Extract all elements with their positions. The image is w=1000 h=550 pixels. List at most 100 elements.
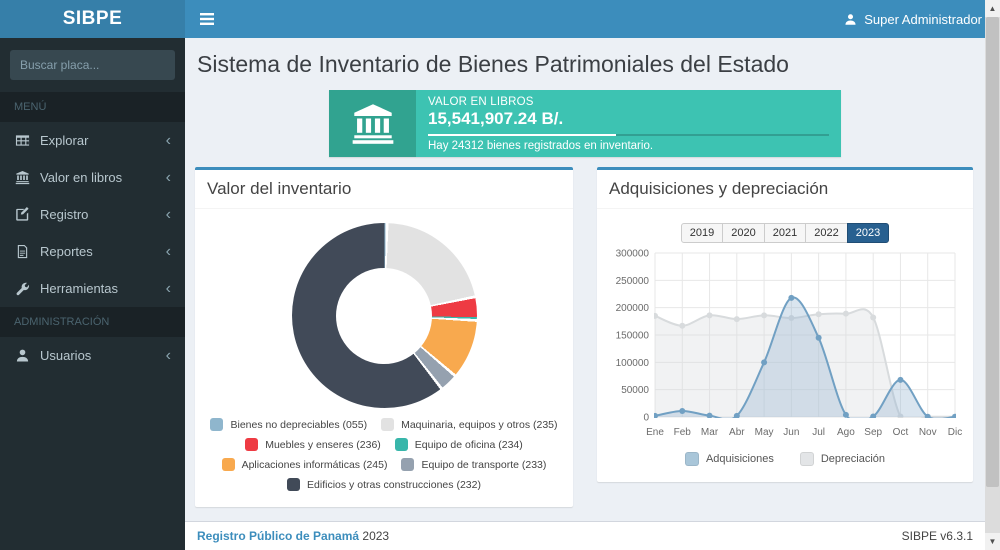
sidebar-item-label: Reportes	[40, 244, 93, 259]
scroll-down-button[interactable]: ▼	[985, 533, 1000, 550]
menu-section-header: MENÚ	[0, 92, 185, 122]
donut-hole	[336, 267, 432, 364]
legend-swatch	[799, 452, 814, 466]
acquisitions-panel-title: Adquisiciones y depreciación	[597, 170, 973, 209]
book-value-info-box: VALOR EN LIBROS 15,541,907.24 B/. Hay 24…	[329, 90, 841, 157]
sidebar-item-valor-en-libros[interactable]: Valor en libros ‹	[0, 159, 185, 196]
donut-legend-item[interactable]: Edificios y otras construcciones (232)	[287, 478, 481, 491]
donut-legend-item[interactable]: Equipo de transporte (233)	[401, 458, 546, 471]
sidebar-item-usuarios[interactable]: Usuarios ‹	[0, 337, 185, 374]
sidebar-toggle-button[interactable]	[185, 0, 229, 38]
inventory-panel-body: Bienes no depreciables (055) Maquinaria, …	[195, 209, 573, 507]
sidebar-item-label: Explorar	[40, 133, 89, 148]
svg-text:300000: 300000	[616, 249, 650, 260]
footer-link[interactable]: Registro Público de Panamá	[197, 529, 360, 543]
scroll-up-button[interactable]: ▲	[985, 0, 1000, 17]
sidebar-item-label: Registro	[40, 207, 89, 222]
bank-icon	[329, 90, 416, 157]
legend-label: Muebles y enseres (236)	[265, 438, 381, 451]
top-bar: SIBPE Super Administrador	[0, 0, 1000, 38]
legend-swatch	[210, 418, 224, 431]
legend-label: Aplicaciones informáticas (245)	[241, 458, 388, 471]
info-box-description: Hay 24312 bienes registrados en inventar…	[428, 140, 654, 152]
donut-legend-item[interactable]: Muebles y enseres (236)	[245, 438, 381, 451]
hamburger-icon	[200, 13, 214, 25]
chevron-left-icon: ‹	[165, 242, 171, 260]
year-button-2019[interactable]: 2019	[680, 223, 724, 243]
sidebar-search-form	[10, 50, 175, 80]
donut-legend-item[interactable]: Equipo de oficina (234)	[394, 438, 523, 451]
search-input[interactable]	[10, 50, 175, 80]
svg-text:Ene: Ene	[646, 427, 664, 438]
donut-chart	[291, 223, 477, 408]
user-icon	[16, 349, 29, 362]
svg-text:Sep: Sep	[864, 427, 882, 438]
line-legend-item-depreciación[interactable]: Depreciación	[799, 452, 885, 466]
sidebar-item-registro[interactable]: Registro ‹	[0, 196, 185, 233]
info-box-value: 15,541,907.24 B/.	[428, 109, 564, 128]
line-chart-legend: Adquisiciones Depreciación	[607, 448, 963, 472]
line-chart: 0 50000 100000 150000 200000 250000 300000 Ene F…	[616, 249, 963, 439]
legend-swatch	[245, 438, 259, 451]
page-title: Sistema de Inventario de Bienes Patrimon…	[197, 51, 789, 77]
legend-swatch	[287, 478, 301, 491]
scrollbar-thumb[interactable]	[986, 17, 999, 487]
menu-section-header: ADMINISTRACIÓN	[0, 307, 185, 337]
svg-text:Mar: Mar	[701, 427, 719, 438]
panels-row: Valor del inventario Bienes no depreciab…	[185, 157, 985, 507]
legend-swatch	[381, 418, 395, 431]
donut-legend-item[interactable]: Maquinaria, equipos y otros (235)	[381, 418, 558, 431]
line-legend-item-adquisiciones[interactable]: Adquisiciones	[684, 452, 774, 466]
vertical-scrollbar[interactable]: ▲ ▼	[985, 0, 1000, 550]
legend-swatch	[401, 458, 415, 471]
svg-text:Ago: Ago	[837, 427, 855, 438]
svg-text:Abr: Abr	[729, 427, 745, 438]
wrench-icon	[16, 282, 30, 296]
chevron-left-icon: ‹	[165, 205, 171, 223]
legend-label: Bienes no depreciables (055)	[230, 418, 368, 431]
footer-left: Registro Público de Panamá 2023	[197, 529, 389, 543]
legend-swatch	[684, 452, 699, 466]
user-menu[interactable]: Super Administrador	[826, 0, 1000, 38]
chevron-left-icon: ‹	[165, 131, 171, 149]
acquisitions-panel-body: 2019 2020 2021 2022 2023 0 50000 100000 150000 2…	[597, 209, 973, 482]
donut-legend-item[interactable]: Aplicaciones informáticas (245)	[221, 458, 388, 471]
file-icon	[17, 244, 28, 259]
donut-legend: Bienes no depreciables (055) Maquinaria, …	[205, 416, 563, 497]
legend-label: Adquisiciones	[705, 453, 774, 465]
year-button-2021[interactable]: 2021	[763, 223, 807, 243]
sidebar-item-reportes[interactable]: Reportes ‹	[0, 233, 185, 270]
year-button-group: 2019 2020 2021 2022 2023	[607, 217, 963, 245]
sidebar-item-label: Valor en libros	[40, 170, 123, 185]
year-button-2023[interactable]: 2023	[846, 223, 890, 243]
year-button-2022[interactable]: 2022	[805, 223, 848, 243]
year-button-2020[interactable]: 2020	[722, 223, 765, 243]
user-icon	[844, 13, 857, 26]
donut-legend-item[interactable]: Bienes no depreciables (055)	[210, 418, 367, 431]
edit-icon	[16, 207, 29, 221]
svg-text:May: May	[755, 427, 774, 438]
acquisitions-panel: Adquisiciones y depreciación 2019 2020 202…	[597, 167, 973, 482]
svg-text:100000: 100000	[616, 358, 650, 369]
sidebar-menu: MENÚ Explorar ‹ Valor en libros ‹ Registro ‹ Re…	[0, 92, 185, 374]
sidebar-item-explorar[interactable]: Explorar ‹	[0, 122, 185, 159]
inventory-value-panel: Valor del inventario Bienes no depreciab…	[195, 167, 573, 507]
inventory-panel-title: Valor del inventario	[195, 170, 573, 209]
info-box-progress-fill	[428, 134, 617, 136]
footer-year: 2023	[362, 529, 390, 543]
main-content: Sistema de Inventario de Bienes Patrimon…	[185, 38, 985, 550]
svg-text:150000: 150000	[616, 331, 650, 342]
donut-chart-wrap	[205, 217, 563, 416]
chevron-left-icon: ‹	[165, 279, 171, 297]
footer-version: SIBPE v6.3.1	[901, 529, 973, 543]
legend-label: Maquinaria, equipos y otros (235)	[401, 418, 558, 431]
svg-text:Jul: Jul	[812, 427, 825, 438]
sidebar-item-herramientas[interactable]: Herramientas ‹	[0, 270, 185, 307]
legend-swatch	[394, 438, 408, 451]
sidebar-item-label: Herramientas	[40, 281, 119, 296]
svg-text:200000: 200000	[616, 303, 650, 314]
app-logo[interactable]: SIBPE	[0, 0, 185, 38]
legend-swatch	[221, 458, 235, 471]
svg-text:Nov: Nov	[919, 427, 937, 438]
